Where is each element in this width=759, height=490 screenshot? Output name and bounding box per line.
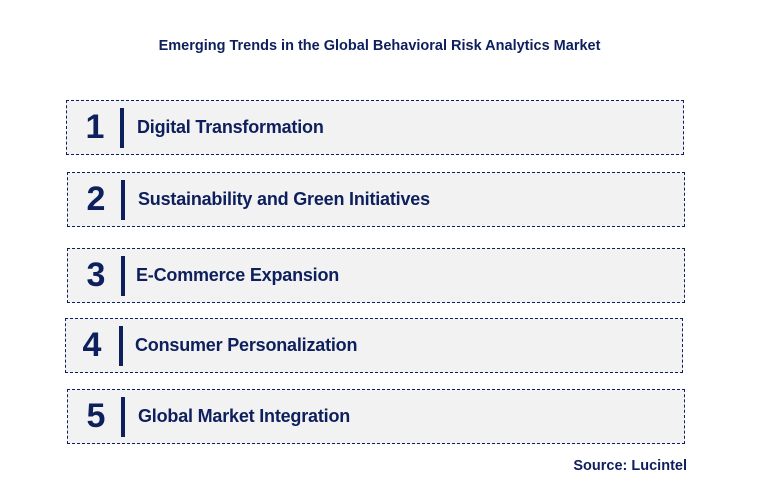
- divider-bar: [121, 397, 125, 437]
- trend-number: 2: [86, 180, 106, 218]
- source-credit: Source: Lucintel: [573, 458, 687, 474]
- divider-bar: [121, 180, 125, 220]
- divider-bar: [120, 108, 124, 148]
- trend-label: E-Commerce Expansion: [136, 265, 340, 285]
- trend-number: 4: [82, 326, 102, 364]
- trend-label: Sustainability and Green Initiatives: [138, 189, 430, 209]
- trend-item-1: 1 Digital Transformation: [66, 100, 684, 155]
- trend-item-4: 4 Consumer Personalization: [65, 318, 683, 373]
- trend-item-2: 2 Sustainability and Green Initiatives: [67, 172, 685, 227]
- trend-item-3: 3 E-Commerce Expansion: [67, 248, 685, 303]
- diagram-title: Emerging Trends in the Global Behavioral…: [158, 38, 601, 54]
- trend-number: 5: [86, 397, 106, 435]
- trend-number: 3: [86, 256, 106, 294]
- divider-bar: [119, 326, 123, 366]
- trend-number: 1: [85, 108, 105, 146]
- trend-label: Consumer Personalization: [135, 335, 358, 355]
- divider-bar: [121, 256, 125, 296]
- trend-label: Global Market Integration: [138, 406, 351, 426]
- trend-label: Digital Transformation: [137, 117, 324, 137]
- trend-item-5: 5 Global Market Integration: [67, 389, 685, 444]
